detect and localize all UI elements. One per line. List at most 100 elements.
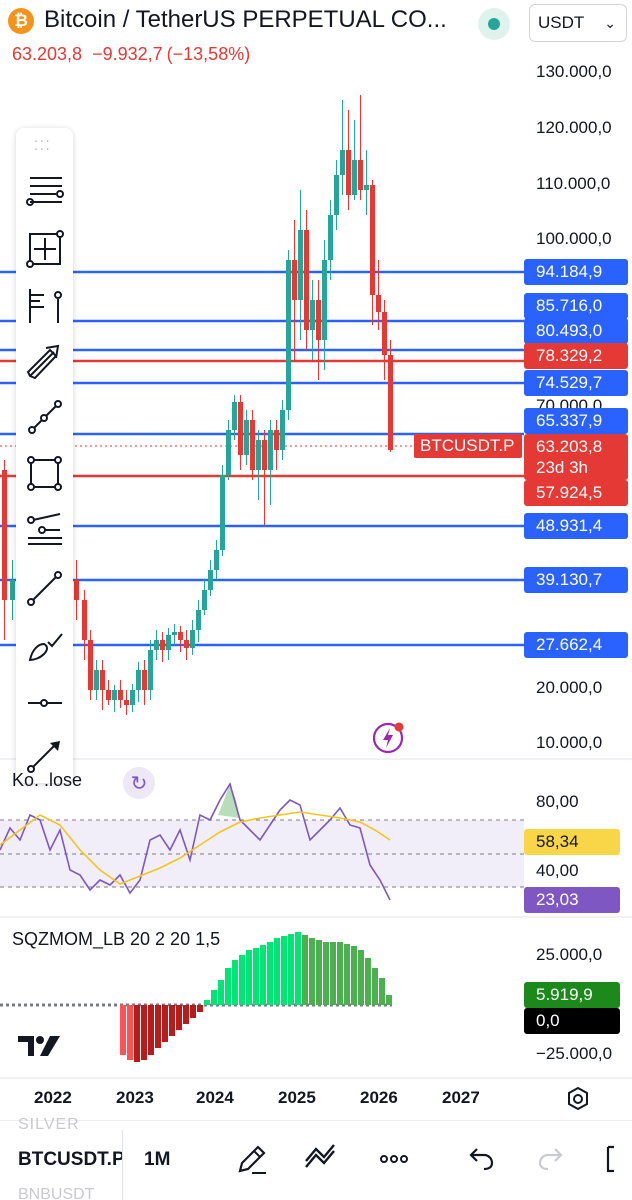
sqz-histogram-bar <box>309 938 315 1005</box>
candle-body <box>94 670 99 690</box>
fullscreen-icon[interactable] <box>600 1141 632 1177</box>
sqz-histogram-bar <box>120 1005 126 1055</box>
candle-body <box>196 610 201 630</box>
sqz-axis-label: 25.000,0 <box>536 945 603 964</box>
sqz-histogram-bar <box>260 945 266 1005</box>
sqz-histogram-bar <box>232 960 238 1005</box>
price-axis-label: 10.000,0 <box>536 733 603 752</box>
rectangle-icon[interactable] <box>22 451 67 496</box>
level-tag[interactable]: 39.130,7 <box>524 567 628 593</box>
market-status-button[interactable] <box>478 8 510 40</box>
change-absolute: −9.932,7 <box>92 44 163 64</box>
sqz-histogram-bar <box>274 938 280 1005</box>
candle-body <box>352 160 357 195</box>
last-price-tag: 63.203,8 23d 3h <box>524 434 628 480</box>
sqz-histogram-bar <box>330 942 336 1005</box>
sqz-histogram-bar <box>204 1000 210 1005</box>
symbol-title[interactable]: Bitcoin / TetherUS PERPETUAL CO... <box>44 6 447 33</box>
level-tag[interactable]: 80.493,0 <box>524 318 628 344</box>
sqz-axis-label: −25.000,0 <box>536 1044 613 1063</box>
level-tag[interactable]: 78.329,2 <box>524 343 628 369</box>
sqz-histogram-bar <box>239 955 245 1005</box>
measure-crosshair-icon[interactable] <box>22 226 67 271</box>
settings-icon[interactable] <box>564 1085 592 1113</box>
candle-body <box>376 295 381 312</box>
candle-body <box>292 260 297 300</box>
redo-icon[interactable] <box>534 1141 570 1177</box>
horizontal-ray-icon[interactable] <box>22 681 67 726</box>
level-tag[interactable]: 57.924,5 <box>524 480 628 506</box>
sqz-histogram-bar <box>246 950 252 1005</box>
candle-body <box>166 635 171 650</box>
chart-canvas[interactable] <box>0 0 632 1120</box>
path-icon[interactable] <box>22 394 67 439</box>
candle-body <box>214 550 219 570</box>
candle-body <box>74 580 79 600</box>
sqz-histogram-bar <box>148 1005 154 1055</box>
sqz-histogram-bar <box>295 932 301 1005</box>
level-tag[interactable]: 85.716,0 <box>524 293 628 319</box>
candle-body <box>172 632 177 635</box>
header: ₿ Bitcoin / TetherUS PERPETUAL CO... USD… <box>0 0 632 72</box>
interval-button[interactable]: 1M <box>144 1149 171 1170</box>
indicators-icon[interactable] <box>302 1141 338 1177</box>
fib-pitchfork-icon[interactable] <box>22 283 67 328</box>
candle-body <box>190 630 195 648</box>
sqzmom-indicator-label[interactable]: SQZMOM_LB 20 2 20 1,5 <box>12 929 221 949</box>
level-tag[interactable]: 74.529,7 <box>524 370 628 396</box>
candle-body <box>226 430 231 475</box>
refresh-icon[interactable]: ↻ <box>123 767 155 799</box>
candle-body <box>148 650 153 690</box>
line-icon[interactable] <box>22 566 67 611</box>
symbol-button[interactable]: BTCUSDT.P <box>18 1149 122 1170</box>
trend-lines-icon[interactable] <box>22 168 67 213</box>
level-tag[interactable]: 94.184,9 <box>524 259 628 285</box>
sqz-histogram-bar <box>141 1005 147 1060</box>
market-open-dot-icon <box>488 18 500 30</box>
watchlist-next-symbol[interactable]: BNBUSDT <box>18 1186 95 1200</box>
lightning-alert-icon[interactable] <box>372 720 408 756</box>
candle-body <box>274 430 279 450</box>
candle-body <box>100 670 105 690</box>
sqz-histogram-bar <box>288 934 294 1005</box>
arrow-icon[interactable] <box>22 338 67 383</box>
long-position-icon[interactable] <box>22 733 67 778</box>
time-axis-label: 2027 <box>442 1088 480 1107</box>
toolbar-drag-handle-icon[interactable]: ∙∙∙ ∙∙∙ <box>34 132 52 156</box>
candle-body <box>256 440 261 470</box>
sqz-histogram-bar <box>169 1005 175 1036</box>
last-price-value: 63.203,8 <box>536 437 603 456</box>
candle-body <box>118 690 123 700</box>
price-axis-label: 100.000,0 <box>536 229 612 248</box>
rsi-indicator-label[interactable]: Ko. .lose <box>12 770 83 790</box>
drawing-toolbar: ∙∙∙ ∙∙∙ <box>16 128 73 783</box>
fib-retracement-icon[interactable] <box>22 510 67 555</box>
sqz-histogram-bar <box>344 944 350 1005</box>
change-percent: (−13,58%) <box>166 44 251 64</box>
sqz-histogram-bar <box>134 1005 140 1062</box>
tradingview-logo-icon <box>18 1036 60 1056</box>
level-tag[interactable]: 65.337,9 <box>524 408 628 434</box>
time-axis-label: 2023 <box>116 1088 154 1107</box>
candle-body <box>244 420 249 455</box>
sqz-histogram-bar <box>127 1005 133 1060</box>
sqz-histogram-bar <box>211 990 217 1005</box>
currency-selector[interactable]: USDT ⌄ <box>529 4 627 42</box>
price-axis-label: 120.000,0 <box>536 118 612 137</box>
sqz-histogram-bar <box>386 995 392 1005</box>
price-axis-label: 20.000,0 <box>536 678 603 697</box>
level-tag[interactable]: 27.662,4 <box>524 632 628 658</box>
price-axis-label: 110.000,0 <box>536 174 611 193</box>
pencil-drawing-icon[interactable] <box>234 1141 270 1177</box>
candle-body <box>322 260 327 340</box>
watchlist-prev-symbol[interactable]: SILVER <box>18 1116 80 1133</box>
bottom-toolbar <box>0 1120 632 1200</box>
undo-icon[interactable] <box>462 1141 498 1177</box>
level-tag[interactable]: 48.931,4 <box>524 513 628 539</box>
bar-countdown: 23d 3h <box>536 458 588 477</box>
time-axis-label: 2024 <box>196 1088 234 1107</box>
more-icon[interactable] <box>376 1141 412 1177</box>
brush-icon[interactable] <box>22 624 67 669</box>
candle-body <box>286 260 291 410</box>
